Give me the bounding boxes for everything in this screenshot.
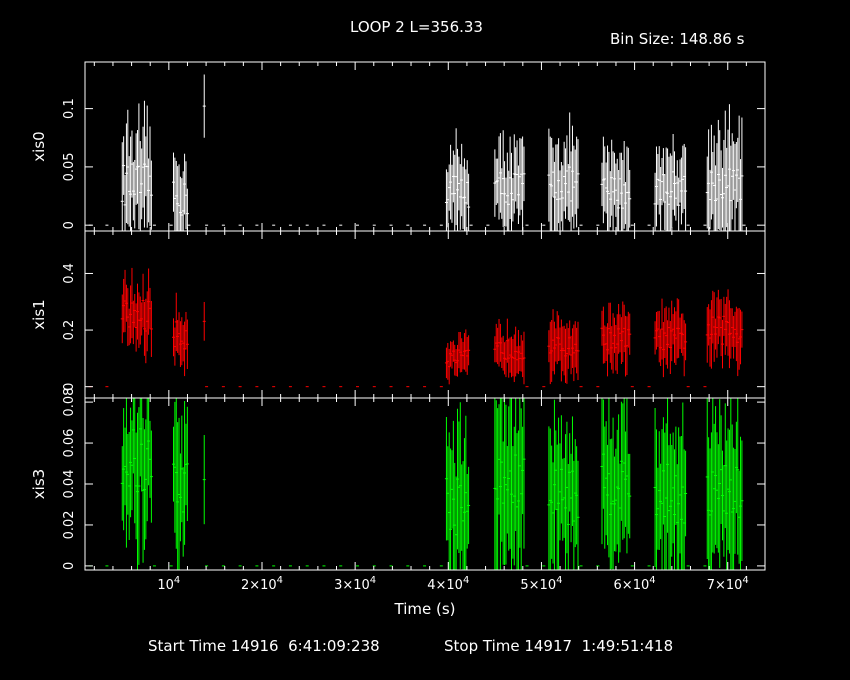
- frame-layer: 0 0.05 0.1 xis0 0 0.2 0.4 xis1 0 0.02 0.04 0.06 0.08…: [30, 61, 766, 593]
- y-tick-label: 0.1: [62, 98, 77, 119]
- y-tick-label: 0.04: [62, 470, 77, 499]
- bin-size-label: Bin Size: 148.86 s: [610, 30, 745, 48]
- x-axis-label: Time (s): [394, 600, 456, 618]
- x-tick-label: 104: [157, 575, 180, 593]
- series-xis3: [88, 398, 744, 570]
- stop-time-label: Stop Time 14917 1:49:51:418: [444, 637, 674, 655]
- chart-title: LOOP 2 L=356.33: [350, 18, 483, 36]
- start-time-label: Start Time 14916 6:41:09:238: [148, 637, 380, 655]
- y-axis-label-xis3: xis3: [30, 469, 48, 499]
- x-tick-label: 5×104: [520, 575, 562, 593]
- y-tick-label: 0.05: [62, 152, 77, 181]
- y-tick-label: 0: [62, 383, 77, 391]
- x-tick-label: 6×104: [614, 575, 656, 593]
- y-tick-label: 0.06: [62, 429, 77, 458]
- y-tick-label: 0.02: [62, 510, 77, 539]
- y-axis-label-xis1: xis1: [30, 299, 48, 329]
- y-axis-label-xis0: xis0: [30, 131, 48, 161]
- series-xis0: [88, 74, 746, 231]
- x-tick-label: 4×104: [427, 575, 469, 593]
- y-tick-label: 0.2: [62, 320, 77, 341]
- x-tick-label: 2×104: [241, 575, 283, 593]
- x-tick-label: 3×104: [334, 575, 376, 593]
- x-tick-label: 7×104: [707, 575, 749, 593]
- y-tick-label: 0: [62, 221, 77, 229]
- series-xis1: [88, 267, 744, 388]
- y-tick-label: 0.4: [62, 263, 77, 284]
- y-tick-label: 0: [62, 562, 77, 570]
- y-tick-label: 0.08: [62, 388, 77, 417]
- data-layer: [88, 74, 746, 570]
